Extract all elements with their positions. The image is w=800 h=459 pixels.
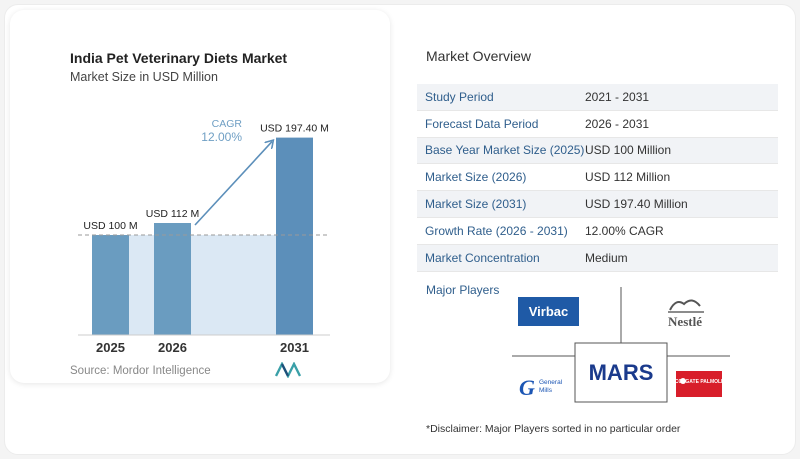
cagr-label: CAGR <box>212 118 243 130</box>
nest-icon <box>669 299 701 311</box>
cagr-value: 12.00% <box>201 130 242 144</box>
overview-row: Market Size (2031) USD 197.40 Million <box>417 191 778 218</box>
source-note: Source: Mordor Intelligence <box>70 365 211 377</box>
overview-label: Forecast Data Period <box>425 116 539 131</box>
data-label-2031: USD 197.40 M <box>260 123 329 135</box>
data-label-2026: USD 112 M <box>146 208 200 220</box>
general-mills-logo: G General Mills <box>519 375 563 400</box>
chart-title: India Pet Veterinary Diets Market <box>70 50 288 66</box>
overview-label: Market Concentration <box>425 250 540 265</box>
overview-row: Market Concentration Medium <box>417 244 778 272</box>
general-mills-text-1: General <box>539 379 563 386</box>
overview-label: Market Size (2031) <box>425 197 527 212</box>
nestle-logo-text: Nestlé <box>668 314 702 329</box>
colgate-palmolive-logo: COLGATE PALMOLIVE <box>675 371 730 397</box>
overview-row: Growth Rate (2026 - 2031) 12.00% CAGR <box>417 218 778 245</box>
overview-value: USD 197.40 Million <box>585 197 688 212</box>
market-size-chart: USD 100 M USD 112 M USD 197.40 M 2025 2026 20… <box>78 118 330 355</box>
overview-value: Medium <box>585 250 628 265</box>
overview-table: Study Period 2021 - 2031 Forecast Data P… <box>417 84 778 272</box>
general-mills-text-2: Mills <box>539 387 553 394</box>
bar-2026 <box>154 223 191 335</box>
mordor-logo-icon <box>275 362 301 378</box>
overview-value: USD 100 Million <box>585 143 672 158</box>
x-tick-label-2031: 2031 <box>280 340 309 355</box>
bar-2025 <box>92 235 129 335</box>
overview-row: Base Year Market Size (2025) USD 100 Mil… <box>417 137 778 165</box>
overview-value: 12.00% CAGR <box>585 223 664 238</box>
overview-label: Base Year Market Size (2025) <box>425 143 585 158</box>
mars-logo-text: MARS <box>589 360 654 385</box>
overview-value: USD 112 Million <box>585 170 671 185</box>
x-tick-label-2026: 2026 <box>158 340 187 355</box>
bar-2031 <box>276 137 313 335</box>
disclaimer: *Disclaimer: Major Players sorted in no … <box>426 423 681 435</box>
overview-label: Market Size (2026) <box>425 170 527 185</box>
virbac-logo <box>518 297 579 326</box>
overview-value: 2026 - 2031 <box>585 116 650 131</box>
overview-row: Study Period 2021 - 2031 <box>417 84 778 111</box>
general-mills-g-icon: G <box>519 375 535 400</box>
mars-cell <box>574 342 668 403</box>
nestle-logo: Nestlé <box>668 299 704 329</box>
overview-value: 2021 - 2031 <box>585 89 650 104</box>
virbac-logo-text: Virbac <box>529 304 569 319</box>
cagr-arrow <box>194 142 272 226</box>
overview-label: Study Period <box>425 89 494 104</box>
colgate-mark-icon <box>680 378 686 384</box>
overview-title: Market Overview <box>426 48 532 64</box>
data-label-2025: USD 100 M <box>83 220 137 232</box>
overview-row: Market Size (2026) USD 112 Million <box>417 164 778 192</box>
overview-row: Forecast Data Period 2026 - 2031 <box>417 111 778 138</box>
major-players-title: Major Players <box>426 283 500 297</box>
colgate-logo-text: COLGATE PALMOLIVE <box>675 379 730 385</box>
chart-subtitle: Market Size in USD Million <box>70 70 218 84</box>
x-tick-label-2025: 2025 <box>96 340 125 355</box>
overview-label: Growth Rate (2026 - 2031) <box>425 223 568 238</box>
